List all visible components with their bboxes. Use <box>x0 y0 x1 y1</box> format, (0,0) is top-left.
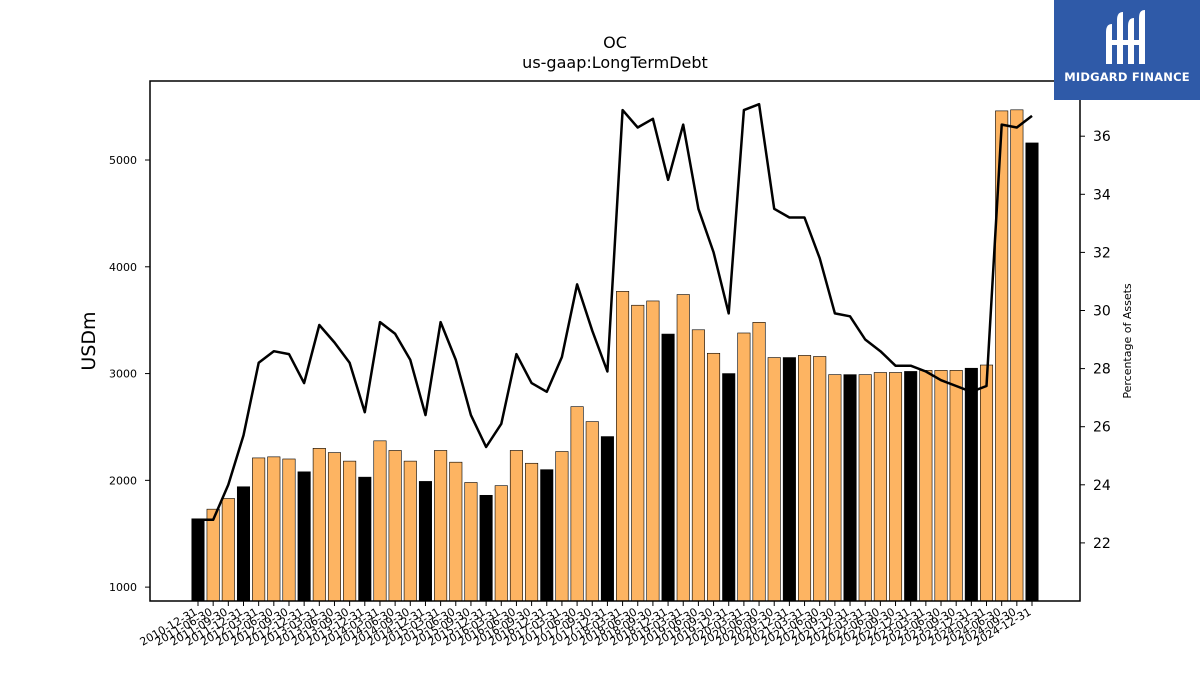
bar-2022-12-31 <box>904 371 918 602</box>
bar-2023-12-31 <box>964 367 978 602</box>
y-tick-label-3000: 3000 <box>109 368 137 381</box>
bar-2014-12-31 <box>418 481 432 602</box>
chart-title: OC <box>603 33 627 52</box>
percentage-line <box>198 102 1033 521</box>
bar-2021-06-30 <box>813 356 827 602</box>
bar-2024-03-31 <box>979 364 994 602</box>
bar-2015-06-30 <box>449 461 463 602</box>
y2-tick-label-24: 24 <box>1093 478 1111 494</box>
bar-2013-12-31 <box>358 476 372 602</box>
bar-2021-12-31 <box>843 374 857 602</box>
bar-2014-09-30 <box>403 460 417 602</box>
bar-2021-09-30 <box>828 374 842 602</box>
bar-2013-09-30 <box>343 460 357 602</box>
plot-frame <box>149 80 1081 602</box>
bar-2016-12-31 <box>540 469 554 602</box>
bar-2015-12-31 <box>479 494 493 602</box>
y-tick-label-4000: 4000 <box>109 261 137 274</box>
line-group <box>198 102 1033 521</box>
right-axis: 22 24 26 28 30 32 34 36 <box>1080 129 1111 552</box>
bar-2010-12-31 <box>191 518 205 602</box>
bar-2020-03-31 <box>737 332 751 602</box>
y2-tick-label-34: 34 <box>1093 187 1111 203</box>
bar-2012-09-30 <box>282 458 296 602</box>
bar-2023-06-30 <box>934 370 948 602</box>
bar-2015-09-30 <box>464 482 478 602</box>
bar-2023-03-31 <box>919 370 933 602</box>
brand-logo: MIDGARD FINANCE <box>1054 0 1200 100</box>
logo-text: MIDGARD FINANCE <box>1064 70 1190 84</box>
y-tick-label-2000: 2000 <box>109 474 137 487</box>
y-axis-label: USDm <box>78 311 100 370</box>
bar-2018-06-30 <box>631 304 645 602</box>
bar-2017-12-31 <box>600 436 614 602</box>
bar-2011-12-31 <box>236 486 251 602</box>
chart-subtitle: us-gaap:LongTermDebt <box>522 53 708 72</box>
bar-2019-06-30 <box>691 329 705 602</box>
bars-group <box>191 109 1039 602</box>
y2-axis-label: Percentage of Assets <box>1121 283 1134 399</box>
y2-tick-label-26: 26 <box>1093 420 1111 436</box>
bar-2019-03-31 <box>676 294 690 602</box>
bar-2018-03-31 <box>616 291 630 602</box>
bar-2022-06-30 <box>873 372 887 602</box>
x-axis: 2010-12-312011-06-302011-09-302011-12-31… <box>138 601 1034 649</box>
bar-2012-12-31 <box>297 471 311 602</box>
bar-2022-09-30 <box>889 372 903 602</box>
bar-2024-12-31 <box>1025 142 1039 602</box>
bar-2018-09-30 <box>646 300 660 602</box>
bar-2017-06-30 <box>570 406 584 602</box>
bar-2012-03-31 <box>252 457 266 602</box>
bar-2016-09-30 <box>525 462 539 602</box>
bar-2017-09-30 <box>585 421 599 602</box>
bar-2022-03-31 <box>858 374 872 602</box>
bar-2020-12-31 <box>782 357 796 602</box>
bar-2016-03-31 <box>494 485 508 602</box>
y2-tick-label-30: 30 <box>1093 303 1111 319</box>
y2-tick-label-32: 32 <box>1093 245 1111 261</box>
bar-2014-06-30 <box>388 450 402 602</box>
bar-2011-06-30 <box>206 508 220 602</box>
bar-2017-03-31 <box>555 451 569 602</box>
y-tick-label-5000: 5000 <box>109 154 137 167</box>
bar-2021-03-31 <box>798 355 812 602</box>
y2-tick-label-36: 36 <box>1093 129 1111 145</box>
bar-2016-06-30 <box>509 450 523 602</box>
left-axis: 1000 2000 3000 4000 5000 <box>109 154 150 594</box>
bar-2019-12-31 <box>722 373 736 602</box>
y-tick-label-1000: 1000 <box>109 581 137 594</box>
bar-2011-09-30 <box>221 498 235 602</box>
bar-2020-06-30 <box>752 322 766 602</box>
bar-2015-03-31 <box>434 450 448 602</box>
bar-2020-09-30 <box>767 357 781 602</box>
bar-2023-09-30 <box>949 370 963 602</box>
y2-tick-label-22: 22 <box>1093 536 1111 552</box>
bar-2013-06-30 <box>327 452 341 602</box>
midgard-logo-icon <box>1106 10 1145 64</box>
bar-2018-12-31 <box>661 333 675 602</box>
bar-2013-03-31 <box>312 448 326 602</box>
bar-2024-09-30 <box>1010 109 1024 602</box>
bar-2014-03-31 <box>373 440 387 602</box>
bar-2019-09-30 <box>707 352 721 602</box>
y2-tick-label-28: 28 <box>1093 362 1111 378</box>
bar-2012-06-30 <box>267 456 281 602</box>
